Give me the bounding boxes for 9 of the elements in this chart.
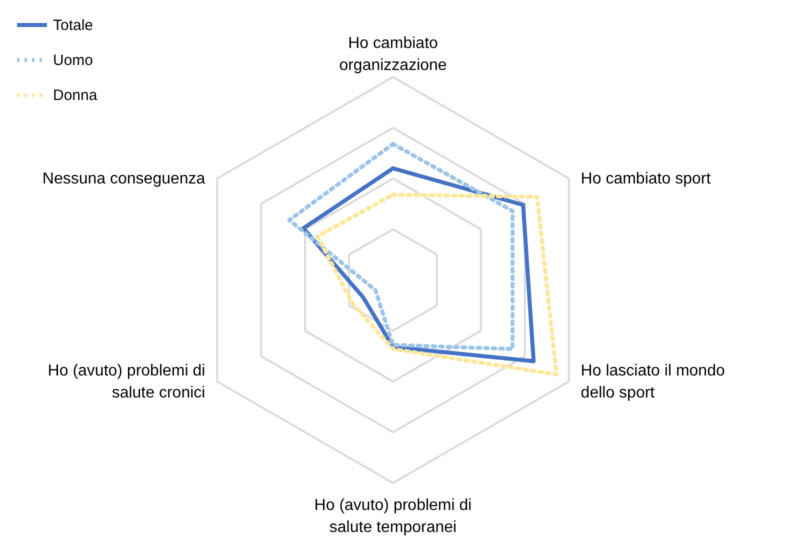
legend-label: Uomo bbox=[53, 52, 94, 69]
legend-label: Donna bbox=[53, 87, 98, 104]
spoke-label: Ho (avuto) problemi di salute cronici bbox=[48, 362, 206, 402]
spoke-label: Ho cambiato sport bbox=[580, 170, 712, 188]
spoke-label: Ho cambiato organizzazione bbox=[339, 35, 447, 74]
spoke-label: Ho lasciato il mondo dello sport bbox=[580, 362, 725, 402]
legend-label: Totale bbox=[53, 17, 94, 34]
spoke-label: Nessuna conseguenza bbox=[42, 170, 206, 188]
spoke-label: Ho (avuto) problemi di salute temporanei bbox=[314, 497, 472, 536]
